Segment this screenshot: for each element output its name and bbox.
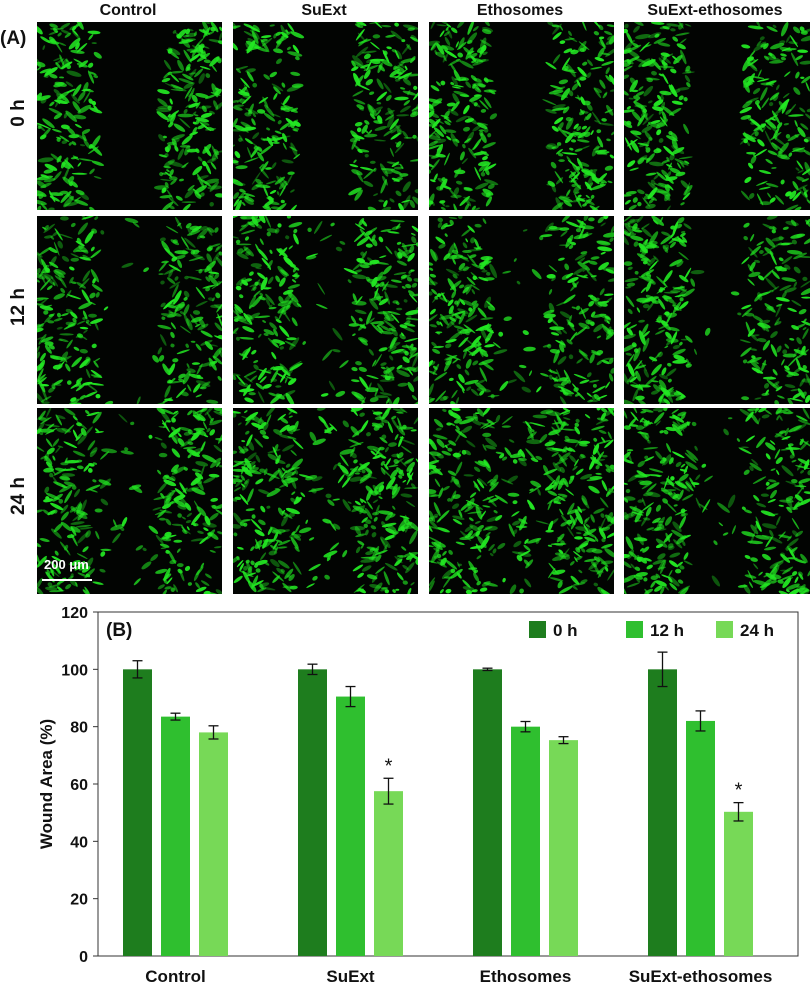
row-label-12h: 12 h: [8, 287, 29, 327]
category-label: SuExt-ethosomes: [629, 967, 773, 986]
wound-area-bar-chart: 0 20 40 60 80 100 120 Wound Area (%) Control * SuE…: [37, 605, 799, 986]
bar-ethosomes-0h: [473, 669, 502, 956]
y-axis-label: Wound Area (%): [37, 719, 56, 849]
row-label-24h: 24 h: [8, 476, 29, 516]
scale-bar-label: 200 μm: [44, 557, 89, 572]
bar-suext-24h: [374, 791, 403, 956]
y-tick-label: 0: [79, 949, 88, 966]
micrograph-0-2: [429, 22, 614, 210]
significance-mark: *: [385, 755, 393, 777]
bar-ethosomes-12h: [511, 726, 540, 956]
micrograph-2-1: [233, 408, 418, 594]
y-tick-label: 60: [70, 777, 88, 794]
y-tick-label: 80: [70, 720, 88, 737]
category-label: SuExt: [326, 967, 375, 986]
y-tick-label: 20: [70, 892, 88, 909]
y-tick-label: 120: [61, 605, 88, 622]
micrograph-0-0: [37, 22, 222, 210]
bar-suext-ethosomes-12h: [686, 720, 715, 956]
legend-swatch: [716, 621, 733, 638]
legend-swatch: [626, 621, 643, 638]
micrograph-0-3: [624, 22, 810, 210]
y-tick-label: 40: [70, 834, 88, 851]
bar-suext-12h: [336, 696, 365, 956]
column-header-ethosomes: Ethosomes: [476, 2, 564, 19]
micrograph-0-1: [233, 22, 418, 210]
micrograph-1-2: [429, 216, 614, 404]
bar-control-12h: [161, 716, 190, 956]
micrograph-1-0: [37, 216, 222, 404]
legend-swatch: [529, 621, 546, 638]
row-label-0h: 0 h: [8, 99, 29, 127]
micrograph-2-0: [37, 408, 222, 594]
micrograph-2-2: [429, 408, 614, 594]
column-header-suext-ethosomes: SuExt-ethosomes: [647, 2, 783, 19]
bar-ethosomes-24h: [549, 740, 578, 956]
category-label: Ethosomes: [480, 967, 572, 986]
bar-control-0h: [123, 669, 152, 956]
bar-suext-ethosomes-24h: [724, 811, 753, 956]
bar-control-24h: [199, 732, 228, 956]
y-tick-label: 100: [61, 662, 88, 679]
panel-b-label: (B): [106, 620, 132, 641]
micrograph-1-1: [233, 216, 418, 404]
category-label: Control: [145, 967, 205, 986]
scale-bar: [42, 579, 92, 581]
legend-label: 12 h: [650, 621, 684, 640]
significance-mark: *: [735, 780, 743, 802]
column-header-suext: SuExt: [301, 2, 347, 19]
micrograph-2-3: [624, 408, 810, 594]
bar-suext-ethosomes-0h: [648, 669, 677, 956]
micrograph-1-3: [624, 216, 810, 404]
column-header-control: Control: [99, 2, 157, 19]
legend-label: 24 h: [740, 621, 774, 640]
legend-label: 0 h: [553, 621, 578, 640]
panel-a-label: (A): [0, 28, 27, 49]
bar-suext-0h: [298, 669, 327, 956]
